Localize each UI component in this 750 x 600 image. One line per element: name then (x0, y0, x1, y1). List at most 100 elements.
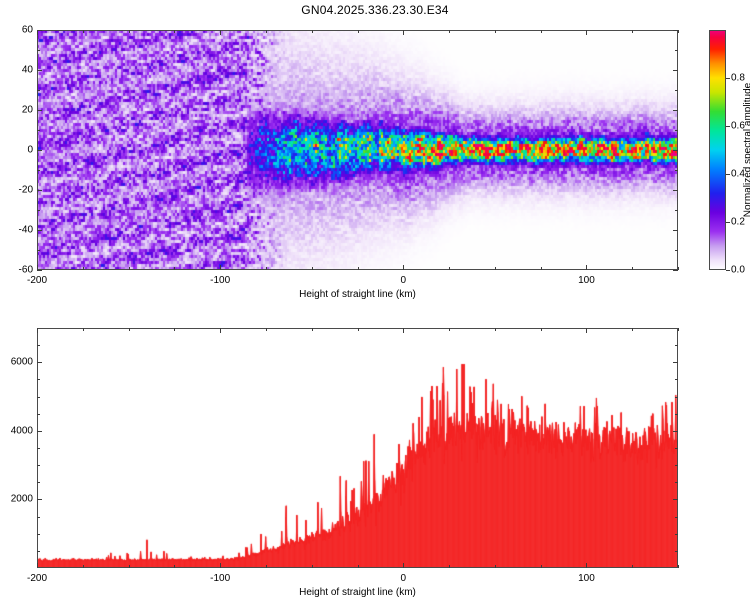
axis-minor-tick (357, 30, 359, 33)
snr-panel: 2000 4000 6000 -200 -100 0 100 Height of strai… (11, 328, 679, 598)
axis-tick (37, 230, 42, 231)
axis-minor-tick (675, 482, 678, 484)
axis-minor-tick (37, 550, 40, 552)
colorbar-tick (726, 270, 730, 271)
axis-tick (673, 499, 678, 501)
axis-minor-tick (678, 30, 679, 33)
y-tick-label: 20 (21, 104, 33, 116)
axis-tick (586, 563, 588, 568)
axis-minor-tick (357, 267, 359, 270)
axis-minor-tick (82, 565, 84, 568)
axis-tick (37, 430, 42, 432)
axis-tick (37, 190, 42, 191)
axis-minor-tick (675, 465, 678, 467)
axis-minor-tick (311, 30, 313, 33)
y-tick-label: 6000 (10, 356, 33, 368)
axis-minor-tick (37, 465, 40, 467)
axis-tick (586, 265, 588, 270)
figure-title: GN04.2025.336.23.30.E34 (301, 3, 449, 17)
axis-tick (673, 110, 678, 111)
y-tick-label: 40 (21, 64, 33, 76)
axis-minor-tick (675, 379, 678, 381)
axis-tick (673, 150, 678, 151)
colorbar-title: Normalized spectral amplitude (742, 82, 750, 218)
axis-minor-tick (357, 565, 359, 568)
y-tick-label: -20 (18, 184, 33, 196)
colorbar-tick-label: 0.0 (731, 264, 745, 276)
axis-minor-tick (675, 345, 678, 347)
axis-minor-tick (37, 250, 40, 251)
axis-minor-tick (678, 565, 679, 568)
axis-minor-tick (265, 565, 267, 568)
axis-minor-tick (675, 516, 678, 518)
x-tick-label: 100 (578, 275, 595, 286)
y-tick-label: 4000 (10, 425, 33, 437)
axis-minor-tick (37, 170, 40, 171)
axis-minor-tick (37, 482, 40, 484)
axis-minor-tick (265, 328, 267, 331)
axis-minor-tick (540, 565, 542, 568)
axis-minor-tick (678, 328, 679, 331)
axis-tick (403, 328, 405, 333)
axis-tick (586, 328, 588, 333)
axis-minor-tick (675, 413, 678, 415)
spectrogram-x-axis-title: Height of straight line (km) (299, 289, 416, 300)
axis-minor-tick (540, 328, 542, 331)
axis-minor-tick (675, 170, 678, 171)
axis-tick (37, 70, 42, 71)
axis-minor-tick (357, 328, 359, 331)
axis-minor-tick (449, 267, 451, 270)
axis-minor-tick (675, 50, 678, 51)
axis-minor-tick (632, 565, 634, 568)
colorbar-frame (709, 30, 726, 270)
axis-minor-tick (678, 267, 679, 270)
axis-minor-tick (632, 267, 634, 270)
axis-minor-tick (675, 250, 678, 251)
axis-minor-tick (37, 379, 40, 381)
snr-frame (37, 328, 678, 568)
axis-minor-tick (675, 448, 678, 449)
snr-plot-area (37, 328, 678, 568)
axis-minor-tick (311, 328, 313, 331)
axis-tick (37, 499, 42, 501)
snr-x-axis-title: Height of straight line (km) (299, 587, 416, 598)
axis-tick (37, 110, 42, 111)
axis-tick (673, 30, 678, 31)
axis-tick (37, 563, 38, 568)
axis-minor-tick (675, 533, 678, 535)
colorbar-tick-label: 0.6 (731, 120, 745, 132)
axis-tick (586, 30, 588, 35)
axis-minor-tick (174, 30, 176, 33)
axis-minor-tick (37, 396, 40, 398)
axis-minor-tick (128, 565, 130, 568)
axis-minor-tick (128, 328, 130, 331)
axis-tick (37, 30, 38, 35)
axis-minor-tick (675, 130, 678, 131)
axis-minor-tick (37, 448, 40, 449)
axis-minor-tick (265, 267, 267, 270)
colorbar-tick (726, 126, 730, 127)
x-tick-label: -200 (26, 275, 48, 286)
axis-minor-tick (174, 565, 176, 568)
axis-tick (37, 362, 42, 364)
axis-minor-tick (675, 90, 678, 91)
axis-minor-tick (311, 565, 313, 568)
axis-tick (37, 30, 42, 31)
axis-minor-tick (128, 30, 130, 33)
axis-minor-tick (265, 30, 267, 33)
x-tick-label: -200 (26, 573, 48, 584)
spectrogram-panel: -60 -40 -20 0 20 40 60 -200 -100 0 100 Height of s… (19, 25, 679, 300)
axis-minor-tick (37, 413, 40, 415)
colorbar-tick-label: 0.8 (731, 72, 745, 84)
colorbar-tick-label: 0.2 (731, 216, 745, 228)
axis-minor-tick (675, 396, 678, 398)
axis-minor-tick (449, 30, 451, 33)
axis-minor-tick (174, 328, 176, 331)
axis-minor-tick (37, 345, 40, 347)
snr-trace (37, 328, 678, 568)
axis-minor-tick (37, 210, 40, 211)
y-tick-label: 60 (21, 24, 33, 36)
axis-minor-tick (494, 565, 496, 568)
axis-minor-tick (540, 30, 542, 33)
